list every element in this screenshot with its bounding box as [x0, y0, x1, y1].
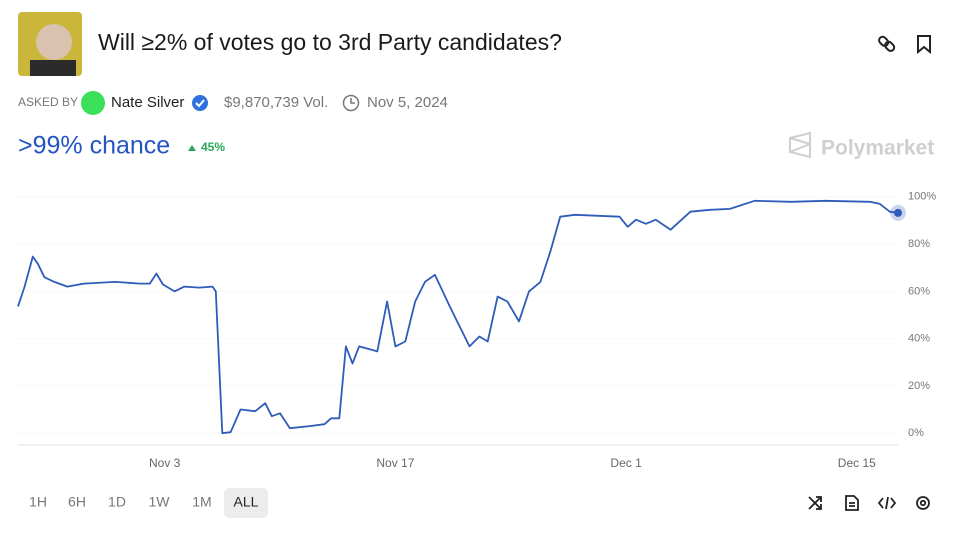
author-avatar	[81, 91, 105, 115]
price-chart: 0% 20% 40% 60% 80% 100% Nov 3 Nov 17 Dec 1 Dec 15	[17, 191, 936, 470]
asked-by-label: ASKED BY	[18, 95, 78, 109]
price-line	[17, 199, 899, 435]
chart-tools	[808, 495, 930, 511]
timeframe-button[interactable]: 1W	[149, 494, 171, 510]
brand-name: Polymarket	[821, 137, 934, 160]
embed-icon[interactable]	[877, 496, 897, 510]
verified-badge	[192, 95, 208, 111]
timeframe-button[interactable]: 6H	[68, 494, 86, 510]
timeframe-active-bg	[224, 488, 268, 518]
clock-icon	[342, 94, 360, 112]
chance-change: 45%	[201, 140, 225, 154]
timeframe-button[interactable]: ALL	[234, 494, 259, 510]
settings-icon[interactable]	[916, 496, 930, 510]
bookmark-icon[interactable]	[917, 35, 931, 55]
x-tick-label: Nov 3	[149, 456, 181, 470]
timeframe-button[interactable]: 1D	[108, 494, 126, 510]
y-tick-label: 60%	[908, 285, 930, 297]
timeframe-button[interactable]: 1H	[29, 494, 47, 510]
clock-hands	[350, 98, 355, 104]
shuffle-icon[interactable]	[808, 496, 822, 510]
verified-check	[195, 99, 205, 108]
y-tick-label: 20%	[908, 380, 930, 392]
y-tick-label: 80%	[908, 238, 930, 250]
x-tick-label: Nov 17	[376, 456, 414, 470]
market-title: Will ≥2% of votes go to 3rd Party candid…	[98, 29, 562, 55]
market-image-face	[36, 24, 72, 60]
y-tick-label: 40%	[908, 333, 930, 345]
author-name[interactable]: Nate Silver	[111, 94, 184, 111]
timeframe-button[interactable]: 1M	[192, 494, 211, 510]
volume: $9,870,739 Vol.	[224, 94, 328, 111]
change-arrow	[188, 145, 196, 151]
x-tick-label: Dec 1	[610, 456, 642, 470]
brand-logo	[789, 131, 811, 159]
end-date: Nov 5, 2024	[367, 94, 448, 111]
chance: >99% chance	[18, 132, 170, 160]
end-dot	[894, 208, 902, 217]
y-tick-label: 100%	[908, 191, 936, 203]
y-tick-label: 0%	[908, 427, 924, 439]
rules-icon[interactable]	[845, 495, 859, 511]
market-image-body	[30, 60, 76, 76]
x-tick-label: Dec 15	[838, 456, 876, 470]
settings-icon-center	[919, 499, 927, 507]
link-icon[interactable]	[878, 35, 896, 52]
